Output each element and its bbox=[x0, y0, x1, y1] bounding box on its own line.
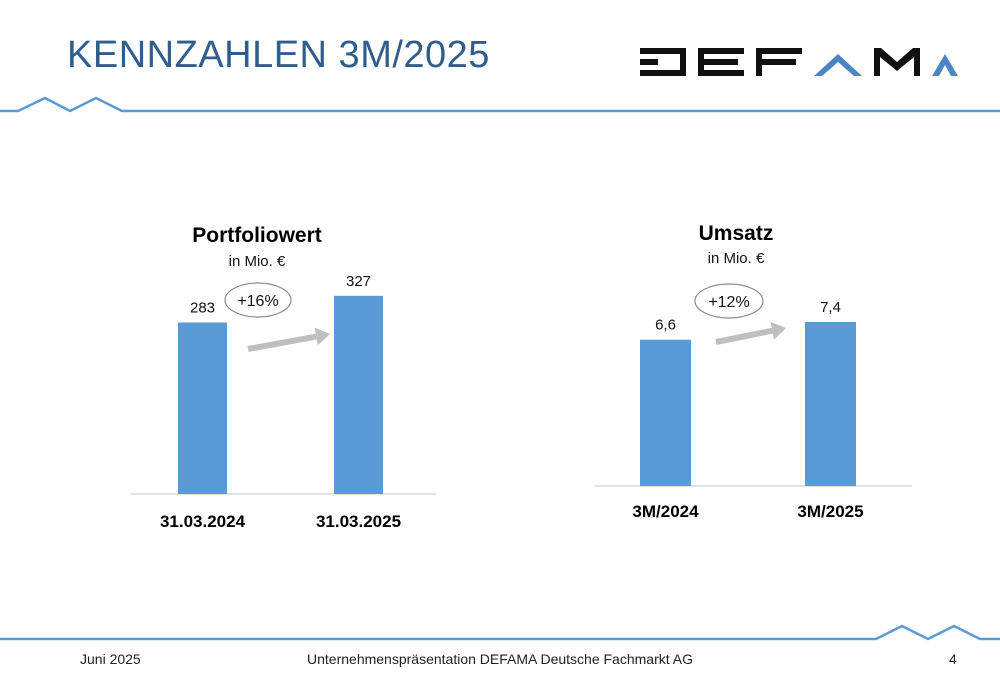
change-badge bbox=[694, 283, 764, 319]
chart-subtitle: in Mio. € bbox=[708, 250, 765, 267]
bar bbox=[178, 322, 227, 494]
bar bbox=[640, 339, 691, 486]
footer-divider bbox=[0, 624, 1000, 641]
page-number: 4 bbox=[949, 651, 957, 667]
change-badge bbox=[224, 282, 292, 318]
chart-title: Umsatz bbox=[699, 222, 774, 245]
growth-arrow bbox=[715, 327, 773, 345]
category-label: 3M/2024 bbox=[632, 502, 699, 521]
slide-title: KENNZAHLEN 3M/2025 bbox=[67, 34, 490, 76]
change-label: +12% bbox=[708, 294, 749, 311]
data-label: 327 bbox=[346, 273, 371, 290]
bar bbox=[805, 322, 856, 486]
footer-date: Juni 2025 bbox=[80, 651, 141, 667]
footer-title: Unternehmenspräsentation DEFAMA Deutsche… bbox=[307, 651, 693, 667]
change-label: +16% bbox=[237, 293, 278, 310]
bar bbox=[334, 295, 383, 494]
chart-title: Portfoliowert bbox=[192, 224, 322, 247]
chart-subtitle: in Mio. € bbox=[229, 253, 286, 270]
category-label: 31.03.2024 bbox=[160, 512, 246, 531]
growth-arrow-head bbox=[770, 321, 786, 340]
category-label: 31.03.2025 bbox=[316, 512, 401, 531]
header-divider bbox=[0, 96, 1000, 113]
growth-arrow bbox=[247, 333, 317, 352]
growth-arrow-head bbox=[314, 327, 330, 346]
defama-logo bbox=[640, 48, 958, 76]
data-label: 283 bbox=[190, 299, 215, 316]
category-label: 3M/2025 bbox=[797, 502, 863, 521]
data-label: 7,4 bbox=[820, 299, 841, 316]
data-label: 6,6 bbox=[655, 317, 676, 334]
